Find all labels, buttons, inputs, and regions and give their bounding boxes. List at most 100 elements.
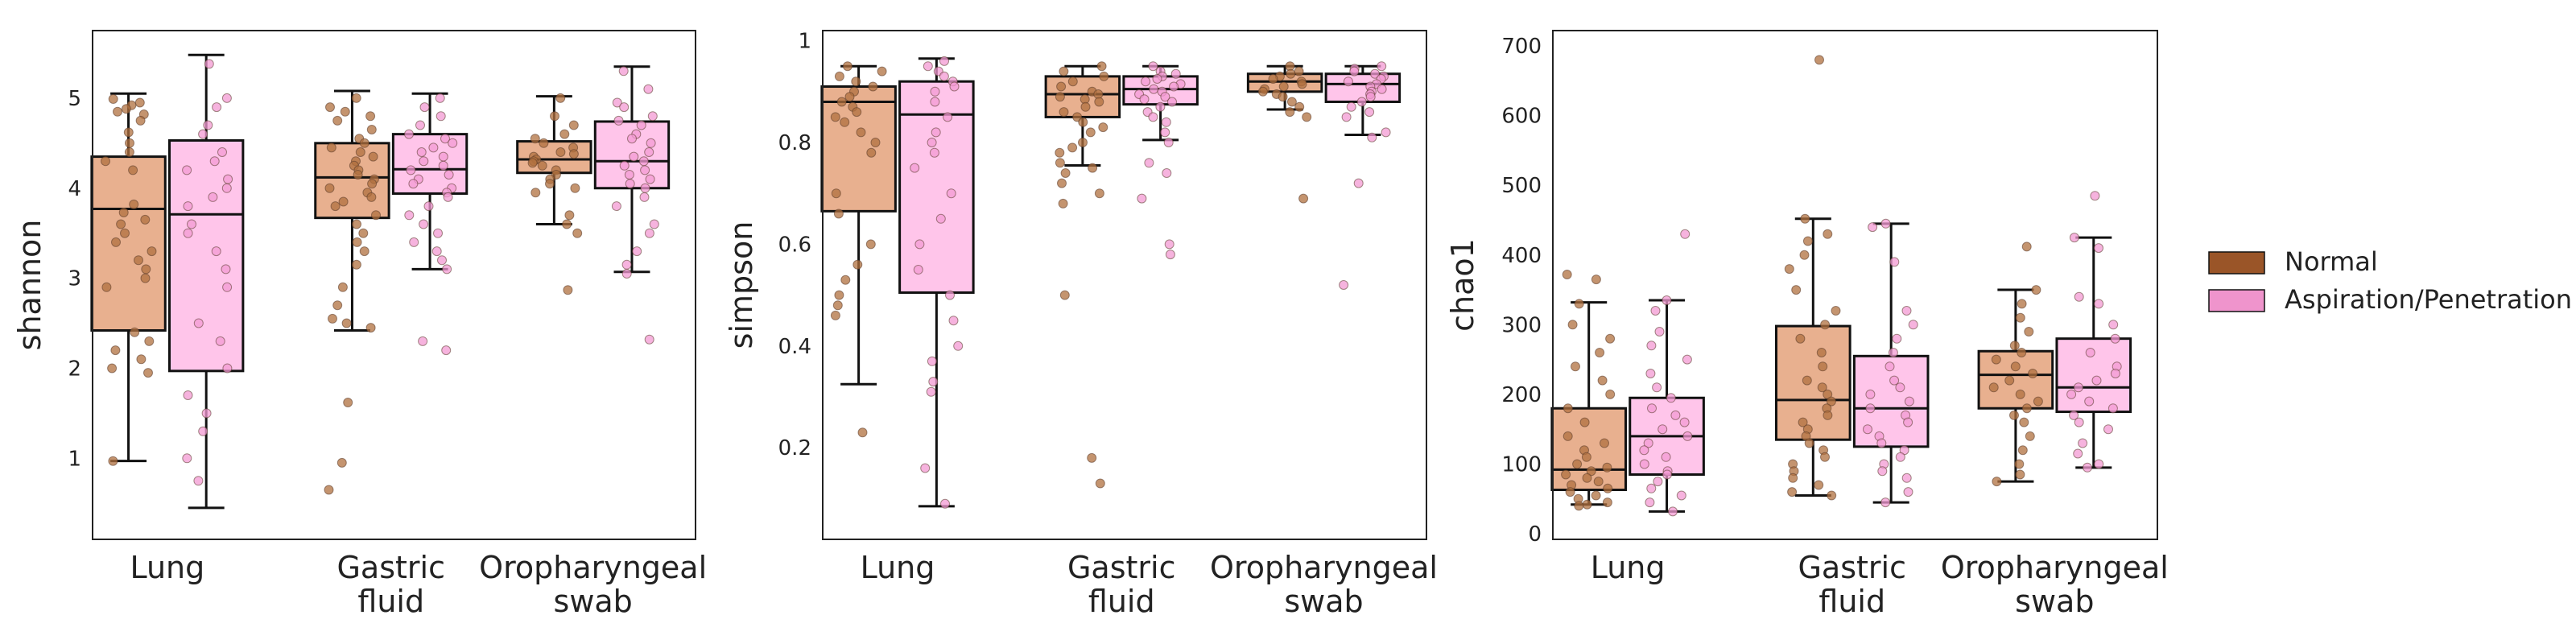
data-point [1162,168,1172,178]
data-point [1160,127,1170,138]
plot-frame [822,30,1427,540]
data-point [1593,477,1604,487]
data-point [914,239,925,250]
data-point [416,147,427,157]
data-point [537,160,547,171]
data-point [2091,375,2102,386]
data-point [193,318,204,328]
data-point [619,160,630,171]
data-point [1099,71,1109,81]
data-point [830,310,840,320]
box-shannon-normal-1 [314,89,390,495]
box-chao1-normal-0 [1550,270,1627,511]
data-point [2110,369,2120,378]
data-point [442,264,452,275]
data-point [211,246,221,257]
data-point [435,93,445,103]
box-simpson-normal-1 [1044,61,1121,489]
y-axis-label: shannon [12,220,47,351]
data-point [913,265,923,275]
data-point [440,134,450,144]
data-point [1561,469,1571,480]
data-point [866,147,877,158]
data-point [946,188,956,199]
data-point [868,81,878,92]
data-point [1816,348,1827,357]
data-point [1370,68,1380,79]
data-point [1078,138,1088,147]
data-point [639,192,650,202]
data-point [923,61,933,72]
data-point [2033,396,2043,407]
data-point [1595,348,1605,357]
data-point [570,183,580,193]
data-point [563,285,573,295]
data-point [359,138,369,148]
data-point [108,94,118,104]
data-point [1285,107,1295,118]
data-point [844,92,855,102]
box-shannon-aspiration-1 [391,92,469,356]
box-shannon-aspiration-0 [167,53,245,510]
data-point [1823,410,1833,420]
box-iqr [898,80,975,294]
y-tick-label: 0 [1528,522,1542,547]
data-point [419,219,429,229]
data-point [448,138,458,148]
data-point [1152,74,1162,84]
data-point [2110,333,2120,344]
data-point [1591,490,1601,501]
data-point [930,86,940,97]
data-point [645,174,655,184]
data-point [935,213,946,224]
data-point [649,219,659,229]
data-point [332,300,343,311]
data-point [2085,348,2095,357]
data-point [1163,138,1174,147]
box-iqr [820,85,897,213]
data-point [1055,158,1065,168]
data-point [1563,403,1573,414]
data-point [640,165,650,175]
data-point [1144,158,1154,168]
data-point [182,165,192,175]
data-point [1298,193,1309,204]
data-point [409,237,419,247]
data-point [1381,127,1391,138]
data-point [1795,333,1806,344]
data-point [2073,448,2083,459]
y-tick-label: 3 [68,267,81,291]
x-category-label: Lung [1591,550,1666,585]
data-point [564,210,575,221]
data-point [366,192,377,202]
data-point [619,102,630,113]
data-point [1349,66,1360,76]
data-point [1294,101,1305,112]
data-point [851,76,861,87]
data-point [643,84,654,94]
data-point [840,275,851,285]
data-point [629,151,639,162]
data-point [1059,66,1069,76]
data-point [1586,466,1596,477]
data-point [1895,382,1905,393]
data-point [134,255,143,266]
data-point [418,336,428,346]
data-point [555,147,566,157]
data-point [326,142,336,153]
data-point [1991,354,2001,365]
data-point [836,97,847,107]
data-point [2031,285,2041,295]
box-simpson-aspiration-0 [898,56,975,509]
data-point [624,170,634,180]
data-point [1605,333,1616,344]
data-point [101,156,110,167]
data-point [1087,452,1097,463]
data-point [1680,229,1690,239]
data-point [1876,438,1887,448]
data-point [644,334,654,345]
box-simpson-normal-2 [1246,61,1323,204]
data-point [1377,61,1387,72]
data-point [217,147,227,157]
y-tick-label: 200 [1501,383,1542,407]
